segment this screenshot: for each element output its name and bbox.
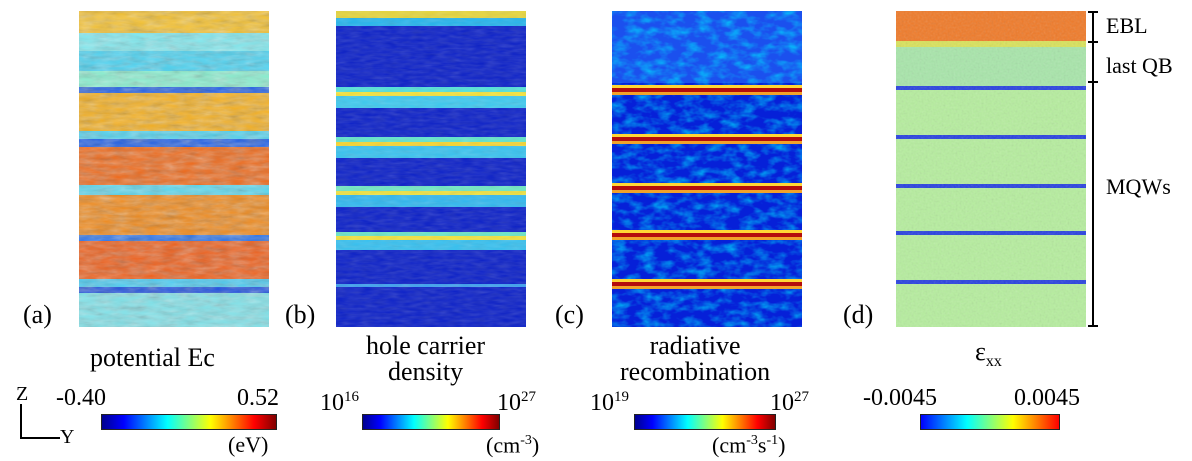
bracket-tick-qb — [1088, 81, 1098, 83]
bracket-tick-top — [1088, 11, 1098, 13]
panel-d-scale-max: 0.0045 — [1014, 385, 1080, 411]
panel-a-scale-max: 0.52 — [237, 385, 279, 411]
panel-d-letter: (d) — [843, 300, 874, 329]
axis-indicator: Z Y — [16, 383, 76, 448]
panel-a-letter: (a) — [23, 300, 52, 329]
layer-label-mqws: MQWs — [1106, 174, 1171, 199]
panel-c-title-line2: recombination — [620, 357, 771, 386]
bracket-tick-bottom — [1088, 325, 1098, 327]
panel-b-scale-min: 1016 — [320, 389, 359, 416]
panel-c-colorbar — [634, 414, 776, 430]
panel-b-scale-max: 1027 — [497, 389, 536, 416]
panel-b-letter: (b) — [285, 300, 316, 329]
panel-a-colorbar — [101, 414, 277, 430]
axis-z-line — [20, 404, 22, 438]
axis-z-label: Z — [16, 383, 29, 405]
panel-c-letter: (c) — [555, 300, 584, 329]
bracket-spine — [1092, 11, 1094, 327]
panel-b-colorbar — [362, 414, 500, 430]
axis-y-label: Y — [60, 426, 75, 448]
panel-a-unit: (eV) — [228, 432, 269, 457]
panel-a-map — [79, 11, 269, 327]
panel-b-title-line1: hole carrier — [366, 331, 486, 360]
axis-y-line — [20, 437, 60, 439]
panel-d-colorbar — [920, 414, 1060, 430]
panel-c-title: radiative recombination — [620, 333, 770, 385]
panel-d-title: εxx — [975, 337, 1002, 371]
panel-c-unit: (cm-3s-1) — [712, 432, 786, 458]
panel-b-map — [336, 11, 526, 327]
panel-c-scale-min: 1019 — [590, 389, 629, 416]
panel-c-map — [612, 11, 802, 327]
panel-b-title: hole carrier density — [366, 333, 485, 385]
panel-c-title-line1: radiative — [649, 331, 741, 360]
panel-b-unit: (cm-3) — [486, 432, 540, 458]
panel-b-title-line2: density — [387, 357, 464, 386]
panel-c-scale-max: 1027 — [770, 389, 809, 416]
panel-d-scale-min: -0.0045 — [863, 385, 937, 411]
panel-d-map — [896, 11, 1086, 327]
layer-bracket — [1088, 11, 1100, 327]
panel-a-title: potential Ec — [90, 343, 215, 372]
panel-a-scale-min: -0.40 — [56, 385, 106, 411]
layer-label-ebl: EBL — [1106, 13, 1148, 38]
layer-label-last-qb: last QB — [1106, 53, 1173, 78]
bracket-tick-ebl — [1088, 41, 1098, 43]
